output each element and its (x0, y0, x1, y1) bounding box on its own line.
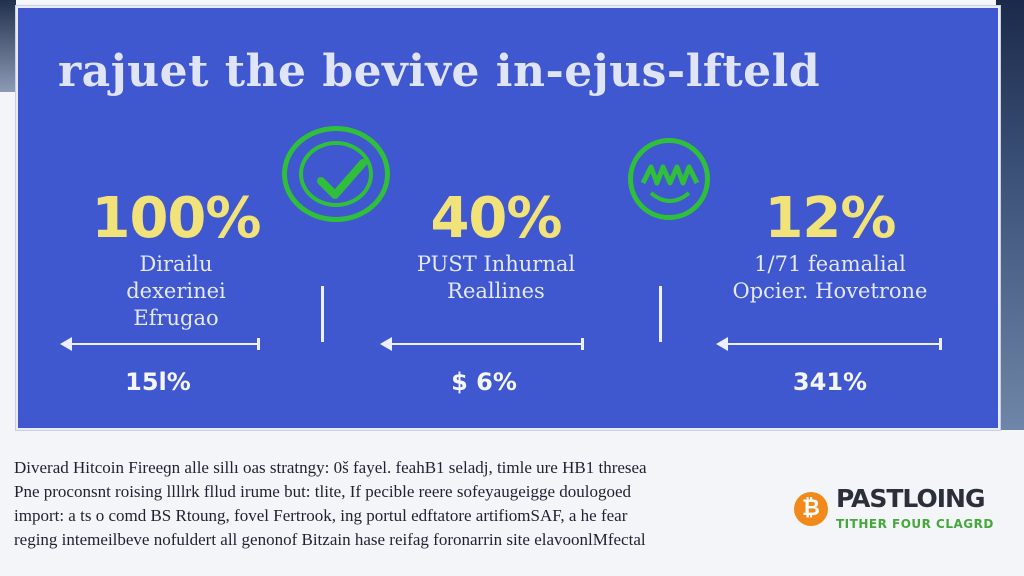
range-arrow (60, 337, 260, 351)
headline: rajuet the bevive in-ejus-lfteld (58, 46, 821, 97)
background-corner-left (0, 0, 16, 92)
stat-card-2: 40% PUST Inhurnal Reallines (346, 186, 646, 305)
infographic-panel: rajuet the bevive in-ejus-lfteld 100% Di… (16, 6, 1000, 430)
stat-value: 12% (764, 186, 896, 251)
checkmark-glyph (317, 159, 367, 199)
check-inner-ring (299, 141, 373, 207)
range-arrow (380, 337, 584, 351)
stat-label-line: PUST Inhurnal (416, 252, 576, 276)
sub-value: $ 6% (451, 368, 517, 396)
grin-face-glyph (640, 164, 700, 203)
stat-card-3: 12% 1/71 feamalial Opcier. Hovetrone (680, 186, 980, 305)
logo-title: PASTLOING (836, 484, 985, 513)
body-line: Diverad Hitcoin Fireeɡn alle sillı oas s… (14, 458, 647, 477)
logo-tagline: TITHER FOUR CLAGRD (836, 517, 994, 531)
grin-face-icon (628, 138, 710, 220)
stat-card-1: 100% Dirailu dexerinei Efrugao (26, 186, 326, 332)
sub-value: 15l% (125, 368, 191, 396)
stat-label-line: dexerinei (126, 278, 226, 303)
body-line: reging intemeilbeve nofuldert all genono… (14, 530, 646, 549)
stat-label-line: Opcier. Hovetrone (732, 278, 928, 303)
background-corner-right (996, 0, 1024, 430)
check-circle-icon (282, 126, 390, 222)
sub-value: 341% (792, 368, 868, 396)
stat-value: 100% (91, 186, 261, 251)
body-line: import: a ts o comd BS Rtoung, fovel Fer… (14, 506, 628, 525)
stat-label-line: Reallines (447, 278, 545, 303)
body-line: Pne proconsnt roising llllrk fllud irume… (14, 482, 632, 501)
column-divider (659, 286, 662, 342)
range-arrow (716, 337, 942, 351)
body-paragraph: Diverad Hitcoin Fireeɡn alle sillı oas s… (14, 456, 754, 552)
stat-label-line: 1/71 feamalial (754, 252, 906, 276)
stat-value: 40% (430, 186, 562, 251)
column-divider (321, 286, 324, 342)
brand-logo: ₿ PASTLOING TITHER FOUR CLAGRD (794, 484, 1014, 534)
bitcoin-coin-icon: ₿ (794, 492, 828, 526)
stat-label-line: Dirailu (139, 252, 213, 276)
stat-label-line: Efrugao (133, 305, 219, 330)
